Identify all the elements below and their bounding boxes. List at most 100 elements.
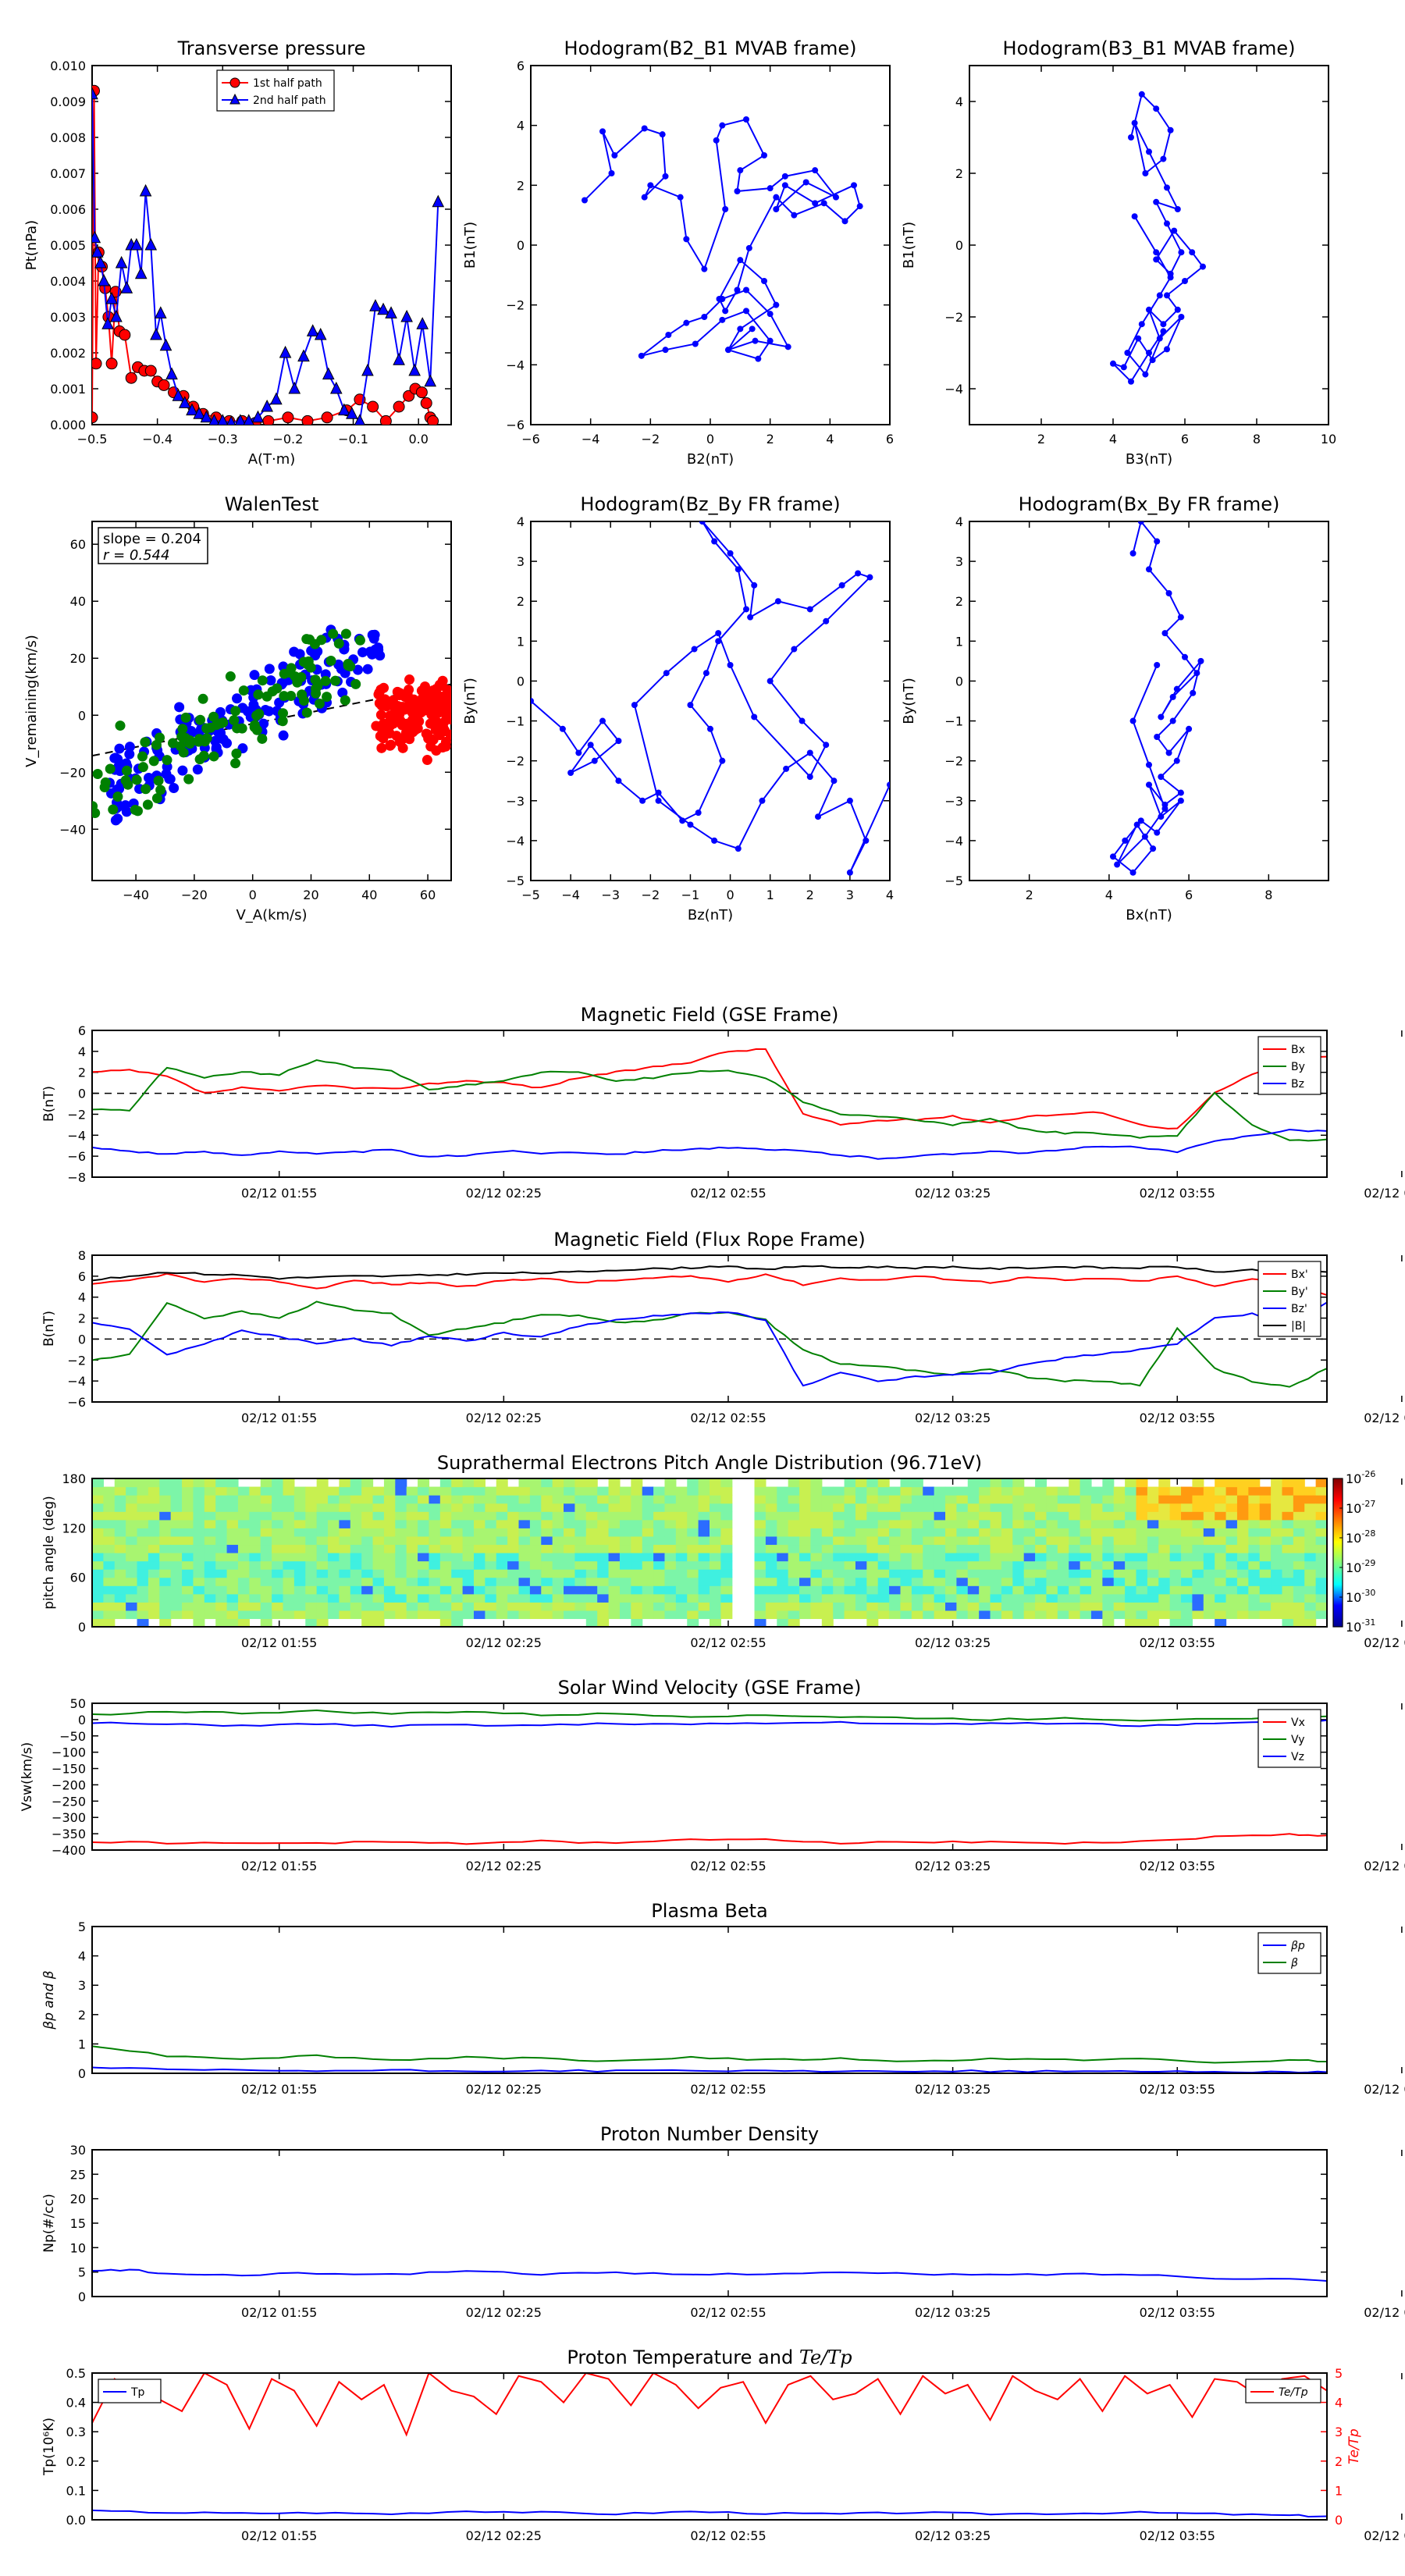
heatmap-cell — [1080, 1495, 1092, 1504]
heatmap-cell — [608, 1593, 621, 1603]
heatmap-cell — [518, 1602, 531, 1611]
heatmap-cell — [293, 1593, 306, 1603]
colorbar-exponent: -30 — [1361, 1588, 1375, 1598]
scatter-point — [352, 664, 363, 675]
heatmap-cell — [272, 1511, 284, 1521]
heatmap-cell — [507, 1569, 520, 1578]
heatmap-cell — [148, 1577, 160, 1586]
heatmap-cell — [204, 1503, 216, 1512]
heatmap-cell — [260, 1503, 272, 1512]
series-point — [226, 415, 236, 425]
series-point — [863, 837, 870, 844]
heatmap-cell — [934, 1528, 946, 1537]
time-tick-label: 02/12 04:25 — [1364, 2305, 1405, 2320]
series-point — [799, 717, 806, 724]
heatmap-cell — [698, 1593, 710, 1603]
heatmap-cell — [889, 1544, 902, 1553]
pitch-angle-frame — [91, 1478, 1328, 1628]
series-point — [367, 400, 379, 413]
heatmap-cell — [418, 1602, 430, 1611]
scatter-point — [194, 734, 205, 745]
heatmap-cell — [710, 1486, 721, 1496]
heatmap-cell — [328, 1519, 340, 1528]
heatmap-cell — [1001, 1503, 1013, 1512]
heatmap-cell — [293, 1569, 306, 1578]
heatmap-cell — [1069, 1478, 1081, 1488]
y-tick-label: 4 — [78, 1044, 86, 1059]
heatmap-cell — [765, 1553, 777, 1562]
heatmap-cell — [799, 1602, 812, 1611]
heatmap-cell — [979, 1577, 991, 1586]
heatmap-cell — [249, 1560, 261, 1570]
heatmap-cell — [283, 1528, 295, 1537]
heatmap-cell — [485, 1544, 497, 1553]
heatmap-cell — [383, 1610, 396, 1620]
heatmap-cell — [1035, 1593, 1048, 1603]
heatmap-cell — [159, 1569, 172, 1578]
series-point — [186, 403, 198, 416]
heatmap-cell — [1248, 1486, 1261, 1496]
scatter-point — [142, 799, 153, 810]
scatter-point — [444, 694, 451, 705]
heatmap-cell — [1102, 1593, 1115, 1603]
heatmap-cell — [383, 1602, 396, 1611]
time-tick-label: 02/12 04:25 — [1364, 1186, 1405, 1201]
heatmap-cell — [1215, 1577, 1227, 1586]
heatmap-cell — [383, 1544, 396, 1553]
heatmap-cell — [810, 1519, 823, 1528]
series-point — [1146, 781, 1152, 788]
heatmap-cell — [1259, 1602, 1272, 1611]
heatmap-cell — [990, 1519, 1002, 1528]
heatmap-cell — [1215, 1553, 1227, 1562]
heatmap-cell — [283, 1577, 295, 1586]
series-point — [1156, 335, 1163, 342]
heatmap-cell — [710, 1569, 721, 1578]
plasma-beta-frame — [91, 1926, 1328, 2074]
heatmap-cell — [698, 1495, 710, 1504]
scatter-point — [177, 765, 188, 776]
heatmap-cell — [1102, 1544, 1115, 1553]
scatter-point — [340, 695, 350, 706]
chart-pitch-angle: Suprathermal Electrons Pitch Angle Distr… — [41, 1452, 1405, 1650]
plot-area — [582, 116, 863, 362]
heatmap-cell — [1147, 1511, 1159, 1521]
time-tick-label: 02/12 03:55 — [1140, 2305, 1215, 2320]
series-point — [193, 407, 205, 419]
series-point — [707, 725, 713, 732]
heatmap-cell — [182, 1528, 194, 1537]
heatmap-cell — [1271, 1495, 1283, 1504]
series-point — [701, 265, 708, 272]
heatmap-cell — [1282, 1535, 1294, 1546]
heatmap-cell — [249, 1519, 261, 1528]
heatmap-cell — [642, 1511, 654, 1521]
heatmap-cell — [799, 1495, 812, 1504]
heatmap-cell — [1158, 1569, 1171, 1578]
heatmap-cell — [1215, 1478, 1227, 1488]
y-tick-label: −4 — [944, 382, 963, 397]
heatmap-cell — [193, 1495, 205, 1504]
heatmap-cell — [1225, 1495, 1238, 1504]
heatmap-cell — [293, 1610, 306, 1620]
heatmap-cell — [855, 1503, 867, 1512]
scatter-point — [428, 694, 439, 705]
heatmap-cell — [844, 1519, 856, 1528]
heatmap-cell — [316, 1560, 329, 1570]
heatmap-cell — [821, 1618, 834, 1627]
heatmap-cell — [1192, 1585, 1204, 1595]
heatmap-cell — [462, 1560, 475, 1570]
heatmap-cell — [923, 1577, 935, 1586]
x-tick-label: 8 — [1253, 432, 1261, 447]
heatmap-cell — [923, 1486, 935, 1496]
heatmap-cell — [979, 1602, 991, 1611]
heatmap-cell — [631, 1553, 643, 1562]
heatmap-cell — [642, 1519, 654, 1528]
heatmap-cell — [193, 1593, 205, 1603]
series-point — [761, 152, 767, 158]
heatmap-cell — [541, 1503, 553, 1512]
heatmap-cell — [1001, 1560, 1013, 1570]
heatmap-cell — [541, 1495, 553, 1504]
heatmap-cell — [283, 1519, 295, 1528]
y-tick-label: 20 — [70, 651, 86, 666]
heatmap-cell — [159, 1602, 172, 1611]
x-tick-label: 10 — [1321, 432, 1336, 447]
